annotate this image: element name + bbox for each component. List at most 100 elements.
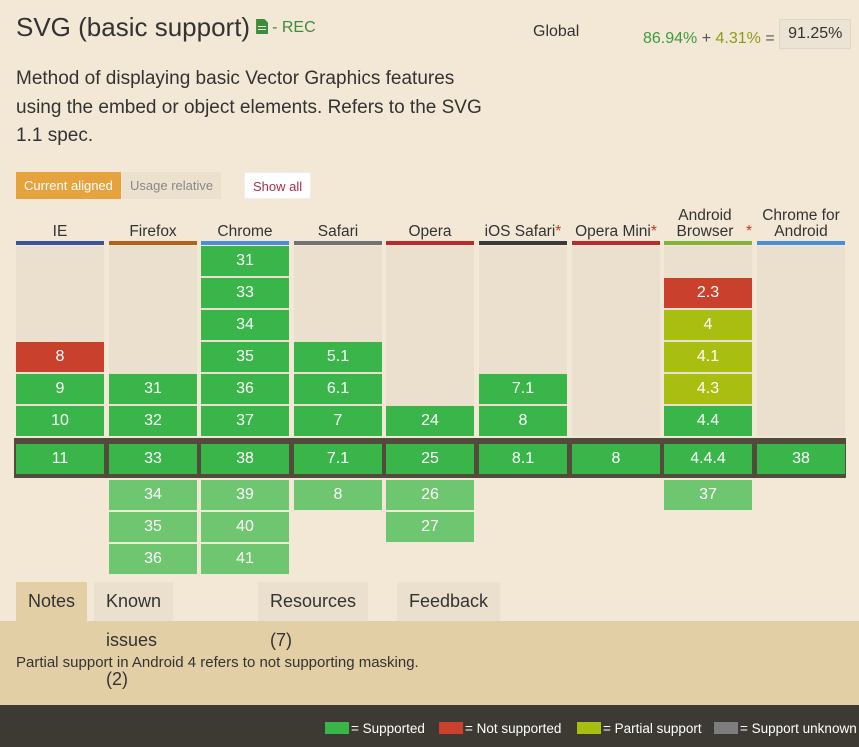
legend-not-supported: = Not supported xyxy=(439,721,561,736)
partial-percentage: 4.31% xyxy=(715,30,761,47)
browser-name: Chrome for Android xyxy=(762,207,840,240)
asterisk-icon: * xyxy=(555,223,562,240)
browser-header-ios-safari: iOS Safari * xyxy=(479,200,567,244)
current-version-cell[interactable]: 4.4.4 xyxy=(664,444,752,474)
browser-color-bar xyxy=(664,241,752,245)
spec-status-link[interactable]: - REC xyxy=(272,19,316,36)
current-version-cell[interactable]: 38 xyxy=(201,444,289,474)
past-version-cell[interactable]: 4.4 xyxy=(664,406,752,436)
unknown-swatch xyxy=(714,722,738,734)
past-version-cell[interactable]: 36 xyxy=(201,374,289,404)
past-version-cell[interactable]: 7.1 xyxy=(479,374,567,404)
equals-sign: = xyxy=(765,30,775,47)
current-version-cell[interactable]: 25 xyxy=(386,444,474,474)
future-version-cell[interactable]: 27 xyxy=(386,512,474,542)
legend-unknown: = Support unknown xyxy=(714,721,857,736)
total-percentage: 91.25% xyxy=(779,19,852,49)
asterisk-icon: * xyxy=(745,223,752,240)
future-version-cell[interactable]: 39 xyxy=(201,480,289,510)
past-version-cell[interactable]: 32 xyxy=(109,406,197,436)
column-background xyxy=(479,246,567,436)
browser-column-ie: IE xyxy=(16,200,104,245)
current-version-cell[interactable]: 38 xyxy=(757,444,845,474)
browser-column-android-browser: Android Browser * xyxy=(664,200,752,245)
browser-color-bar xyxy=(757,241,845,245)
past-version-cell[interactable]: 4 xyxy=(664,310,752,340)
global-label: Global xyxy=(533,23,580,40)
past-version-cell[interactable]: 5.1 xyxy=(294,342,382,372)
tab-notes[interactable]: Notes xyxy=(16,582,88,621)
browser-name: Opera xyxy=(408,223,452,240)
past-version-cell[interactable]: 31 xyxy=(201,246,289,276)
past-version-cell[interactable]: 37 xyxy=(201,406,289,436)
current-version-cell[interactable]: 7.1 xyxy=(294,444,382,474)
past-version-cell[interactable]: 6.1 xyxy=(294,374,382,404)
legend-supported: = Supported xyxy=(325,721,425,736)
past-version-cell[interactable]: 8 xyxy=(479,406,567,436)
future-version-cell[interactable]: 35 xyxy=(109,512,197,542)
column-background xyxy=(109,246,197,436)
browser-color-bar xyxy=(386,241,474,245)
future-version-cell[interactable]: 36 xyxy=(109,544,197,574)
browser-header-safari: Safari xyxy=(294,200,382,244)
tab-resources[interactable]: Resources (7) xyxy=(258,582,369,650)
document-icon[interactable] xyxy=(256,19,269,34)
column-background xyxy=(386,246,474,436)
current-version-cell[interactable]: 8 xyxy=(572,444,660,474)
past-version-cell[interactable]: 34 xyxy=(201,310,289,340)
browser-color-bar xyxy=(479,241,567,245)
browser-column-safari: Safari xyxy=(294,200,382,245)
legend-supported-label: = Supported xyxy=(351,721,425,736)
browser-header-android-browser: Android Browser * xyxy=(664,200,752,244)
future-version-cell[interactable]: 40 xyxy=(201,512,289,542)
usage-relative-button[interactable]: Usage relative xyxy=(122,172,222,199)
browser-header-opera: Opera xyxy=(386,200,474,244)
column-background xyxy=(572,246,660,436)
future-version-cell[interactable]: 34 xyxy=(109,480,197,510)
future-version-cell[interactable]: 37 xyxy=(664,480,752,510)
browser-column-chrome: Chrome xyxy=(201,200,289,245)
past-version-cell[interactable]: 4.1 xyxy=(664,342,752,372)
past-version-cell[interactable]: 24 xyxy=(386,406,474,436)
past-version-cell[interactable]: 31 xyxy=(109,374,197,404)
browser-column-opera: Opera xyxy=(386,200,474,245)
legend-unknown-label: = Support unknown xyxy=(740,721,857,736)
column-background xyxy=(16,246,104,436)
legend-partial-label: = Partial support xyxy=(603,721,702,736)
browser-name: Chrome xyxy=(217,223,273,240)
future-version-cell[interactable]: 41 xyxy=(201,544,289,574)
plus-sign: + xyxy=(701,30,712,47)
past-version-cell[interactable]: 2.3 xyxy=(664,278,752,308)
show-all-button[interactable]: Show all xyxy=(244,172,312,199)
browser-header-opera-mini: Opera Mini * xyxy=(572,200,660,244)
tab-feedback[interactable]: Feedback xyxy=(397,582,501,621)
browser-column-opera-mini: Opera Mini * xyxy=(572,200,660,245)
browser-column-chrome-for-android: Chrome for Android xyxy=(757,200,845,245)
past-version-cell[interactable]: 9 xyxy=(16,374,104,404)
future-version-cell[interactable]: 8 xyxy=(294,480,382,510)
asterisk-icon: * xyxy=(650,223,657,240)
browser-color-bar xyxy=(16,241,104,245)
past-version-cell[interactable]: 7 xyxy=(294,406,382,436)
browser-header-chrome: Chrome xyxy=(201,200,289,244)
legend-partial: = Partial support xyxy=(577,721,702,736)
browser-color-bar xyxy=(572,241,660,245)
browser-header-firefox: Firefox xyxy=(109,200,197,244)
tab-known-issues[interactable]: Known issues (2) xyxy=(94,582,174,689)
past-version-cell[interactable]: 10 xyxy=(16,406,104,436)
current-version-cell[interactable]: 33 xyxy=(109,444,197,474)
current-version-cell[interactable]: 8.1 xyxy=(479,444,567,474)
past-version-cell[interactable]: 8 xyxy=(16,342,104,372)
past-version-cell[interactable]: 33 xyxy=(201,278,289,308)
current-version-cell[interactable]: 11 xyxy=(16,444,104,474)
past-version-cell[interactable]: 4.3 xyxy=(664,374,752,404)
future-version-cell[interactable]: 26 xyxy=(386,480,474,510)
feature-description: Method of displaying basic Vector Graphi… xyxy=(16,68,482,146)
browser-color-bar xyxy=(109,241,197,245)
past-version-cell[interactable]: 35 xyxy=(201,342,289,372)
current-aligned-button[interactable]: Current aligned xyxy=(16,172,121,199)
tab-panel xyxy=(0,621,859,705)
browser-name: Opera Mini xyxy=(575,223,651,240)
legend-not-supported-label: = Not supported xyxy=(465,721,562,736)
browser-column-firefox: Firefox xyxy=(109,200,197,245)
